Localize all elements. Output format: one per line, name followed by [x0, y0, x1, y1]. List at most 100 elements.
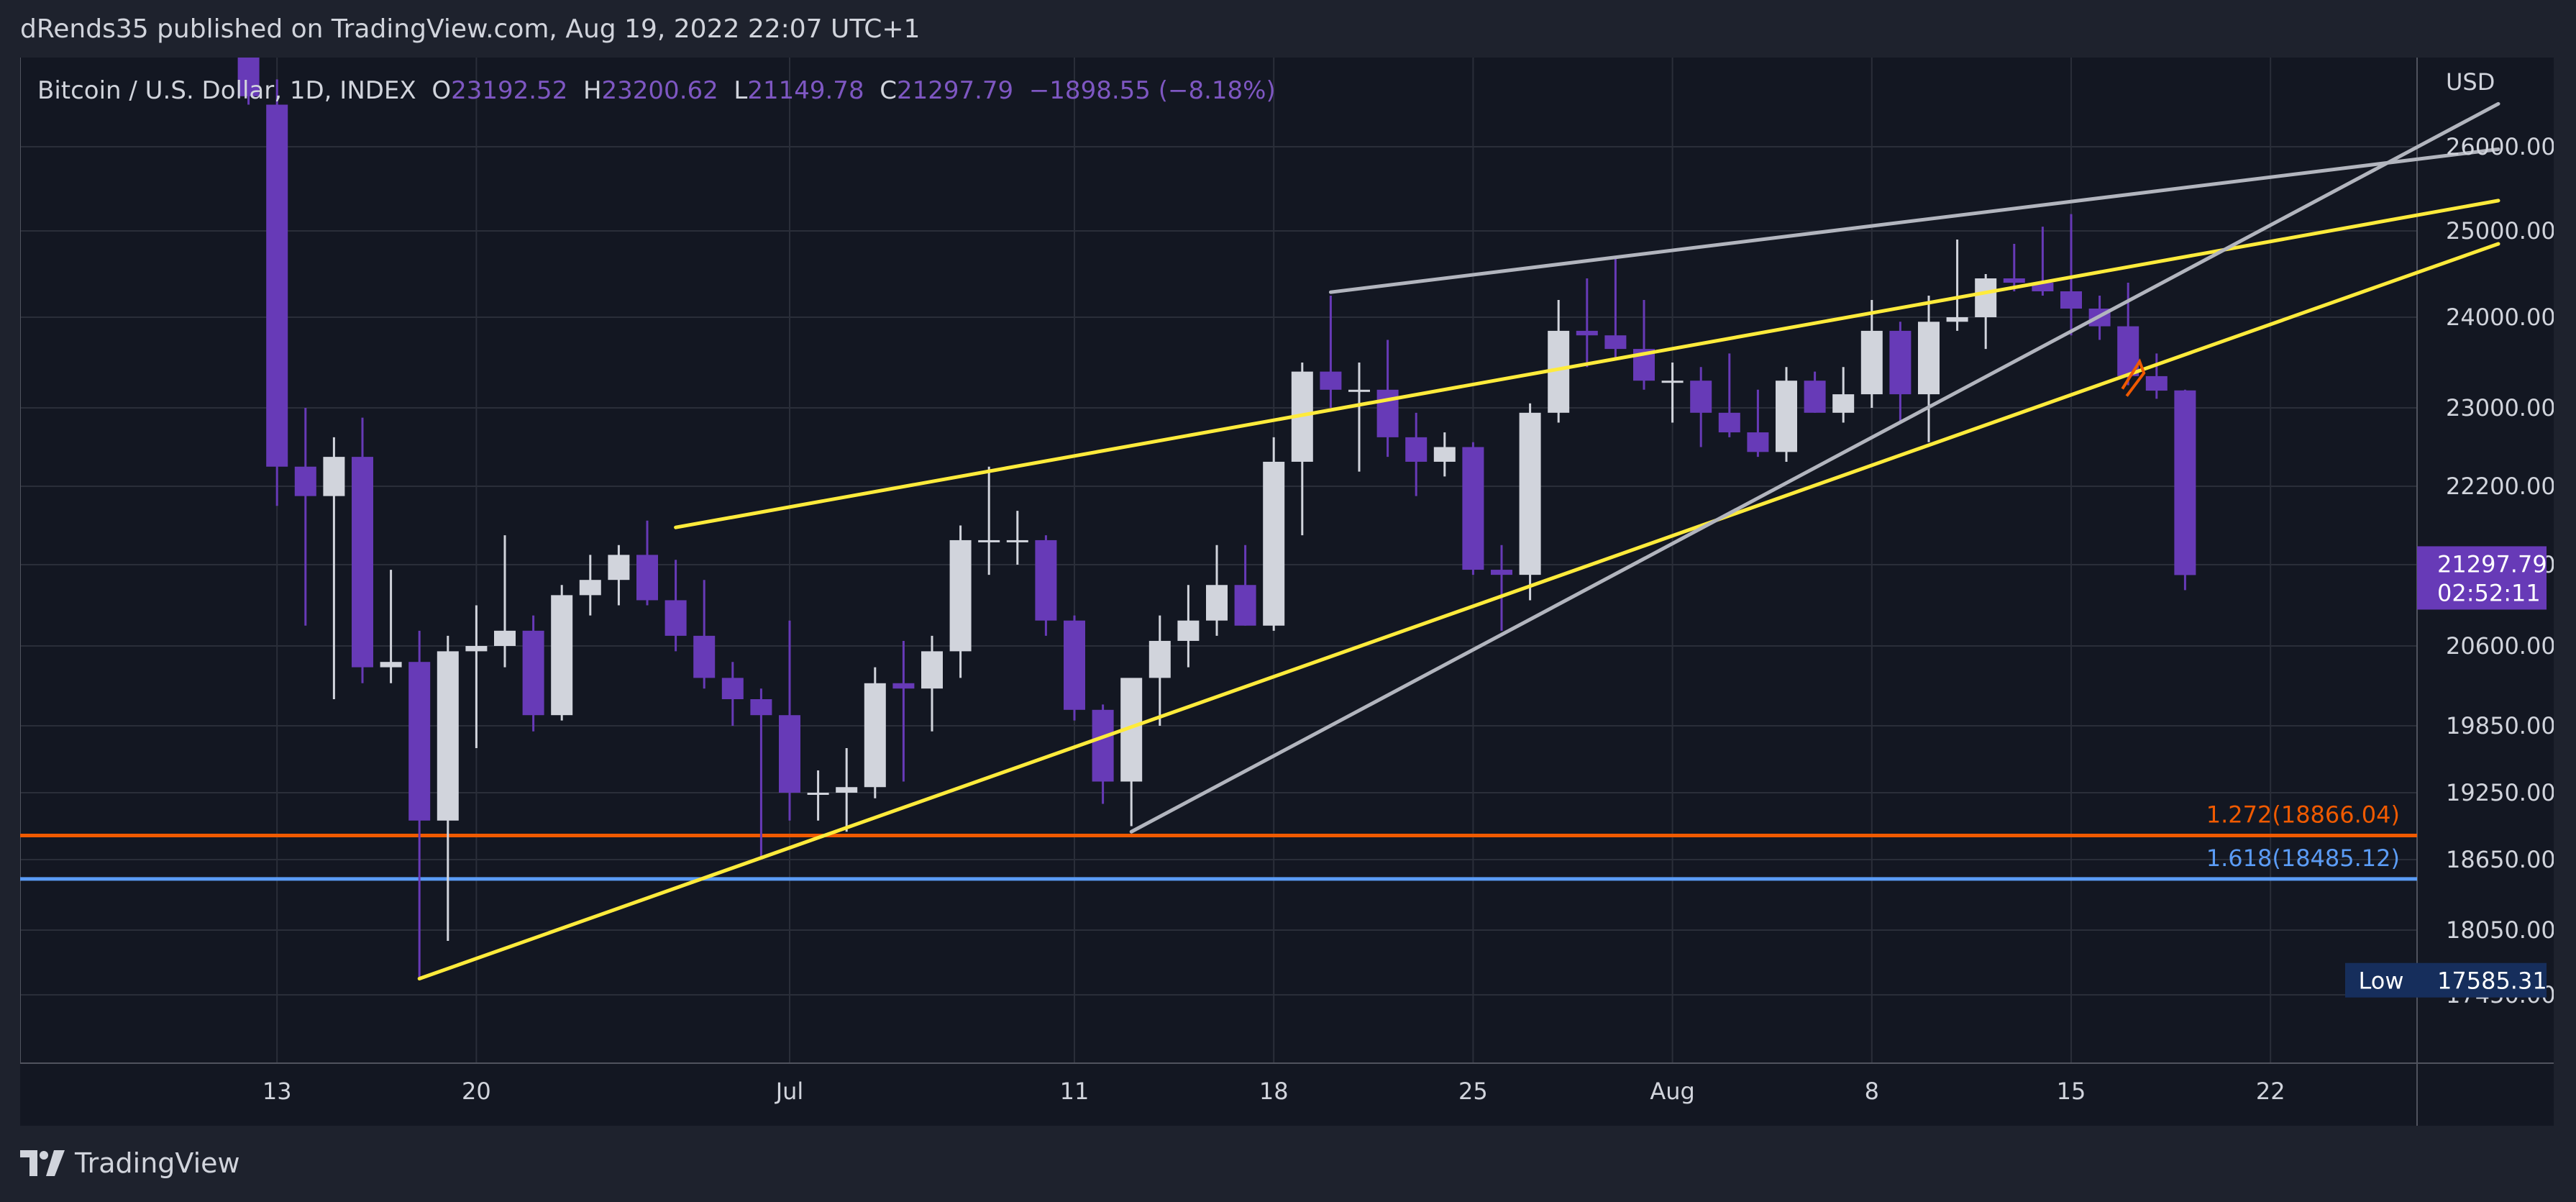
- candle-body: [1035, 539, 1057, 621]
- chart-area[interactable]: 1.272(18866.04)1.618(18485.12)17450.0018…: [20, 58, 2554, 1126]
- candle-body: [1148, 640, 1171, 678]
- candle-body: [1263, 461, 1285, 626]
- time-axis-tick: 13: [262, 1078, 292, 1105]
- symbol-legend: Bitcoin / U.S. Dollar, 1D, INDEX O23192.…: [37, 76, 1276, 105]
- candle-body: [1177, 620, 1200, 641]
- candle: [352, 417, 373, 683]
- candle-body: [2145, 375, 2168, 391]
- candle-body: [1064, 620, 1085, 710]
- candle: [1291, 363, 1313, 536]
- candle: [1092, 704, 1114, 804]
- candle-body: [465, 646, 488, 652]
- candle: [294, 408, 316, 626]
- candle-body: [779, 715, 800, 793]
- candle-body: [408, 662, 431, 821]
- candle: [949, 525, 972, 678]
- candle: [1348, 363, 1370, 472]
- candle-body: [864, 683, 886, 788]
- candle: [864, 667, 886, 798]
- candle: [1690, 367, 1712, 447]
- time-axis-tick: Jul: [775, 1078, 804, 1105]
- candle-body: [1946, 317, 1968, 322]
- candle: [1889, 322, 1912, 423]
- legend-high-label: H: [583, 76, 602, 105]
- candle: [1548, 300, 1570, 423]
- candle: [978, 466, 1000, 575]
- candle: [2145, 353, 2168, 399]
- candle-body: [1832, 394, 1855, 413]
- candle-body: [1860, 330, 1883, 395]
- candle-body: [1776, 381, 1797, 452]
- brand-name: TradingView: [75, 1147, 240, 1179]
- candle: [437, 635, 459, 941]
- candle: [494, 535, 516, 668]
- candle-body: [1576, 330, 1598, 336]
- candle-body: [1804, 381, 1826, 413]
- candle: [1263, 437, 1285, 631]
- candle-body: [579, 580, 601, 596]
- candle-body: [949, 539, 972, 652]
- legend-low-value: 21149.78: [747, 76, 864, 105]
- candle: [664, 560, 687, 652]
- trendline: [1328, 147, 2500, 294]
- candle: [836, 748, 858, 832]
- tradingview-logo-icon: [20, 1150, 65, 1176]
- candle: [1661, 363, 1684, 423]
- candle-body: [807, 793, 829, 795]
- low-marker-value-bg: [2417, 962, 2547, 998]
- candle: [1718, 353, 1740, 437]
- candle: [380, 570, 402, 683]
- time-axis-tick: 15: [2057, 1078, 2086, 1105]
- fib-level-label: 1.272(18866.04): [2206, 801, 2400, 829]
- candle: [1320, 296, 1342, 408]
- time-axis-tick: 18: [1259, 1078, 1289, 1105]
- candle-body: [1348, 389, 1370, 392]
- candle: [1918, 296, 1940, 442]
- candle-body: [380, 662, 402, 668]
- candle: [1946, 240, 1968, 331]
- price-axis-tick: 26000.00: [2446, 133, 2554, 160]
- candle-body: [1661, 381, 1684, 383]
- candle: [1064, 615, 1085, 721]
- candle-body: [1320, 371, 1342, 390]
- candle: [1006, 511, 1028, 565]
- candle: [1604, 257, 1627, 358]
- candle-body: [352, 457, 373, 668]
- candle: [1433, 432, 1456, 477]
- time-axis-tick: Aug: [1650, 1078, 1694, 1105]
- candle-body: [892, 683, 915, 689]
- candle-body: [2003, 278, 2025, 283]
- candle: [1804, 371, 1826, 413]
- candle-body: [1433, 447, 1456, 462]
- candle-body: [921, 651, 943, 689]
- candle: [636, 520, 658, 606]
- candle-body: [494, 630, 516, 646]
- candle-body: [1491, 570, 1512, 575]
- last-price-badge-bg: [2417, 546, 2547, 610]
- price-axis-tick: 20600.00: [2446, 632, 2554, 660]
- brand-footer[interactable]: TradingView: [20, 1147, 240, 1179]
- candle: [1633, 300, 1655, 390]
- candle: [1747, 389, 1769, 457]
- price-axis-tick: 25000.00: [2446, 217, 2554, 245]
- legend-close-label: C: [880, 76, 897, 105]
- candle: [465, 605, 488, 748]
- candle-body: [1006, 539, 1028, 542]
- candle-body: [1690, 381, 1712, 413]
- candle: [408, 630, 431, 979]
- candle-body: [2174, 390, 2196, 575]
- trendline: [674, 199, 2500, 529]
- candle: [266, 79, 288, 506]
- publish-header: dRends35 published on TradingView.com, A…: [20, 14, 921, 44]
- candle: [921, 635, 943, 732]
- legend-high-value: 23200.62: [601, 76, 718, 105]
- price-axis-tick: 18650.00: [2446, 846, 2554, 873]
- candle-body: [1234, 585, 1256, 626]
- candlestick-chart[interactable]: 1.272(18866.04)1.618(18485.12)17450.0018…: [20, 58, 2554, 1126]
- candle: [1035, 535, 1057, 636]
- price-axis-tick: 23000.00: [2446, 394, 2554, 422]
- candle-body: [1718, 412, 1740, 433]
- low-marker-name-bg: [2345, 962, 2417, 998]
- candle: [721, 662, 744, 726]
- candle: [1148, 615, 1171, 726]
